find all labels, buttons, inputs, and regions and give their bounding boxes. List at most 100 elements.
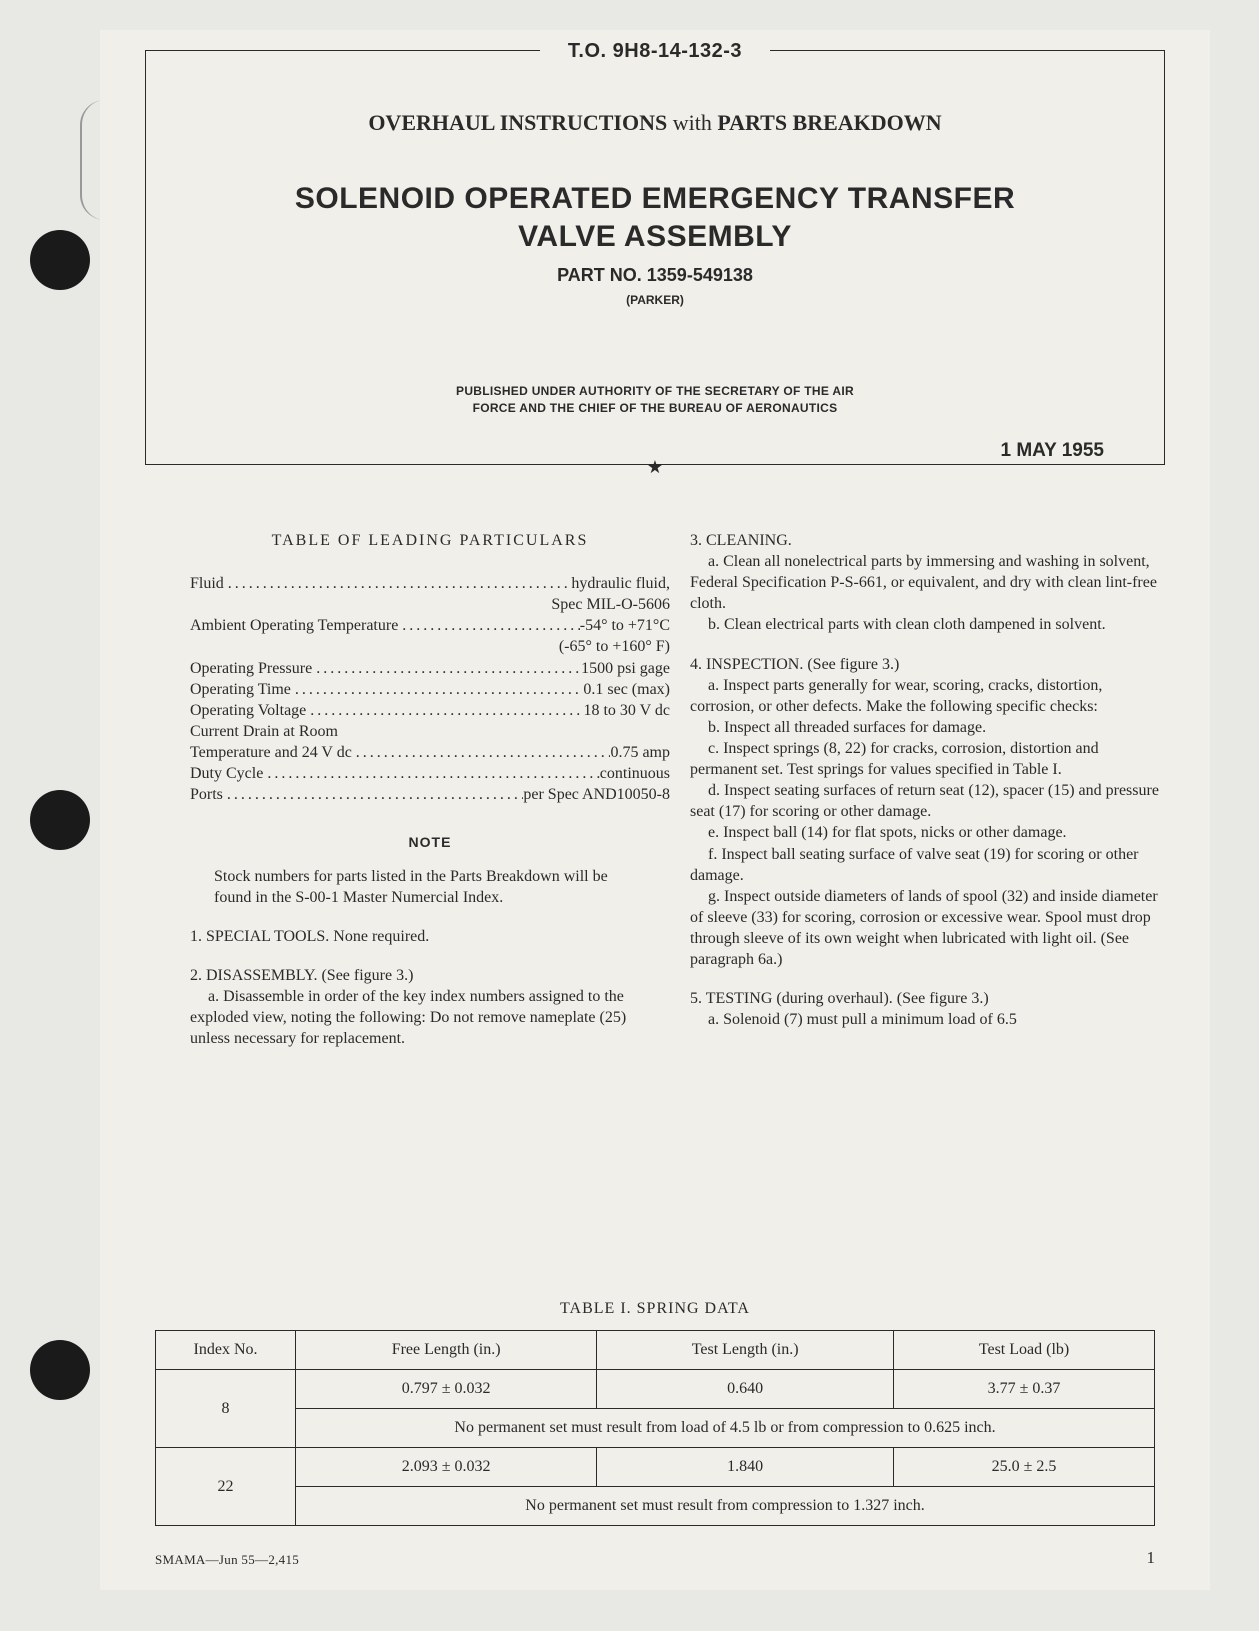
particulars-row: Current Drain at Room [190, 721, 670, 742]
publication-date: 1 MAY 1955 [1000, 440, 1104, 462]
cell-test-length: 1.840 [597, 1448, 894, 1487]
particulars-label: Operating Pressure [190, 658, 312, 679]
particulars-row: Temperature and 24 V dc.................… [190, 742, 670, 763]
title-line1: SOLENOID OPERATED EMERGENCY TRANSFER [146, 180, 1164, 218]
para-inspection-d: d. Inspect seating surfaces of return se… [690, 780, 1170, 822]
left-column: TABLE OF LEADING PARTICULARS Fluid......… [190, 530, 670, 1050]
particulars-list: Fluid...................................… [190, 573, 670, 805]
cell-test-length: 0.640 [597, 1370, 894, 1409]
cell-index: 8 [156, 1370, 296, 1448]
col-test-length: Test Length (in.) [597, 1331, 894, 1370]
para-testing-head: 5. TESTING (during overhaul). (See figur… [690, 988, 1170, 1009]
cell-free-length: 2.093 ± 0.032 [296, 1448, 597, 1487]
manufacturer: (PARKER) [146, 293, 1164, 307]
header-box: OVERHAUL INSTRUCTIONS with PARTS BREAKDO… [145, 50, 1165, 465]
particulars-label: Ambient Operating Temperature [190, 615, 398, 636]
dot-leader: ........................................… [312, 658, 581, 679]
particulars-label: Fluid [190, 573, 224, 594]
note-heading: NOTE [190, 833, 670, 851]
particulars-label: Ports [190, 784, 223, 805]
document-title: SOLENOID OPERATED EMERGENCY TRANSFER VAL… [146, 180, 1164, 255]
dot-leader: ........................................… [352, 742, 611, 763]
particulars-value: continuous [600, 763, 670, 784]
document-page: T.O. 9H8-14-132-3 OVERHAUL INSTRUCTIONS … [100, 30, 1210, 1590]
title-line2: VALVE ASSEMBLY [146, 218, 1164, 256]
para-inspection-b: b. Inspect all threaded surfaces for dam… [690, 717, 1170, 738]
table-note-row: No permanent set must result from compre… [156, 1487, 1155, 1526]
col-free-length: Free Length (in.) [296, 1331, 597, 1370]
para-inspection-e: e. Inspect ball (14) for flat spots, nic… [690, 822, 1170, 843]
spring-table-section: TABLE I. SPRING DATA Index No. Free Leng… [155, 1300, 1155, 1526]
cell-note: No permanent set must result from load o… [296, 1409, 1155, 1448]
particulars-row: Operating Pressure......................… [190, 658, 670, 679]
para-testing-a: a. Solenoid (7) must pull a minimum load… [690, 1009, 1170, 1030]
dot-leader: ........................................… [224, 573, 572, 594]
para-special-tools: 1. SPECIAL TOOLS. None required. [190, 926, 670, 947]
dot-leader: ........................................… [263, 763, 599, 784]
para-disassembly-head: 2. DISASSEMBLY. (See figure 3.) [190, 965, 670, 986]
subtitle-with: with [667, 110, 717, 135]
right-column: 3. CLEANING. a. Clean all nonelectrical … [690, 530, 1170, 1030]
para-cleaning-head: 3. CLEANING. [690, 530, 1170, 551]
particulars-row: Duty Cycle..............................… [190, 763, 670, 784]
particulars-value: 0.1 sec (max) [583, 679, 670, 700]
particulars-secondary: Spec MIL-O-5606 [190, 594, 670, 615]
subtitle-part2: PARTS BREAKDOWN [717, 110, 941, 135]
particulars-row: Ambient Operating Temperature...........… [190, 615, 670, 636]
particulars-row: Operating Voltage.......................… [190, 700, 670, 721]
particulars-value: 1500 psi gage [581, 658, 670, 679]
cell-free-length: 0.797 ± 0.032 [296, 1370, 597, 1409]
para-cleaning-a: a. Clean all nonelectrical parts by imme… [690, 551, 1170, 614]
col-test-load: Test Load (lb) [894, 1331, 1155, 1370]
authority-statement: PUBLISHED UNDER AUTHORITY OF THE SECRETA… [146, 383, 1164, 417]
particulars-label: Operating Time [190, 679, 291, 700]
table-header-row: Index No. Free Length (in.) Test Length … [156, 1331, 1155, 1370]
table-note-row: No permanent set must result from load o… [156, 1409, 1155, 1448]
particulars-value: -54° to +71°C [580, 615, 670, 636]
particulars-row: Fluid...................................… [190, 573, 670, 594]
star-icon: ★ [647, 457, 663, 478]
spring-data-table: Index No. Free Length (in.) Test Length … [155, 1330, 1155, 1526]
particulars-secondary: (-65° to +160° F) [190, 636, 670, 657]
document-subtitle: OVERHAUL INSTRUCTIONS with PARTS BREAKDO… [146, 110, 1164, 136]
dot-leader: ........................................… [398, 615, 579, 636]
dot-leader: ........................................… [306, 700, 583, 721]
para-inspection-head: 4. INSPECTION. (See figure 3.) [690, 654, 1170, 675]
para-disassembly-a: a. Disassemble in order of the key index… [190, 986, 670, 1049]
punch-hole [30, 1340, 90, 1400]
footer-left: SMAMA—Jun 55—2,415 [155, 1552, 299, 1568]
para-cleaning-b: b. Clean electrical parts with clean clo… [690, 614, 1170, 635]
dot-leader: ........................................… [291, 679, 583, 700]
col-index: Index No. [156, 1331, 296, 1370]
particulars-label: Temperature and 24 V dc [190, 742, 352, 763]
particulars-title: TABLE OF LEADING PARTICULARS [190, 530, 670, 551]
punch-hole [30, 230, 90, 290]
particulars-label: Duty Cycle [190, 763, 263, 784]
dot-leader: ........................................… [223, 784, 523, 805]
particulars-value: hydraulic fluid, [571, 573, 670, 594]
para-inspection-a: a. Inspect parts generally for wear, sco… [690, 675, 1170, 717]
punch-hole [30, 790, 90, 850]
particulars-label: Current Drain at Room [190, 721, 338, 742]
table-title: TABLE I. SPRING DATA [155, 1300, 1155, 1318]
cell-index: 22 [156, 1448, 296, 1526]
note-body: Stock numbers for parts listed in the Pa… [214, 866, 646, 908]
page-number: 1 [1147, 1548, 1156, 1568]
particulars-value: per Spec AND10050-8 [523, 784, 670, 805]
authority-line2: FORCE AND THE CHIEF OF THE BUREAU OF AER… [146, 400, 1164, 417]
authority-line1: PUBLISHED UNDER AUTHORITY OF THE SECRETA… [146, 383, 1164, 400]
para-inspection-f: f. Inspect ball seating surface of valve… [690, 844, 1170, 886]
table-row: 80.797 ± 0.0320.6403.77 ± 0.37 [156, 1370, 1155, 1409]
part-number: PART NO. 1359-549138 [146, 265, 1164, 286]
para-inspection-g: g. Inspect outside diameters of lands of… [690, 886, 1170, 970]
particulars-label: Operating Voltage [190, 700, 306, 721]
para-inspection-c: c. Inspect springs (8, 22) for cracks, c… [690, 738, 1170, 780]
particulars-row: Ports...................................… [190, 784, 670, 805]
subtitle-part1: OVERHAUL INSTRUCTIONS [368, 110, 667, 135]
particulars-row: Operating Time..........................… [190, 679, 670, 700]
table-row: 222.093 ± 0.0321.84025.0 ± 2.5 [156, 1448, 1155, 1487]
cell-note: No permanent set must result from compre… [296, 1487, 1155, 1526]
particulars-value: 0.75 amp [610, 742, 670, 763]
cell-test-load: 25.0 ± 2.5 [894, 1448, 1155, 1487]
cell-test-load: 3.77 ± 0.37 [894, 1370, 1155, 1409]
